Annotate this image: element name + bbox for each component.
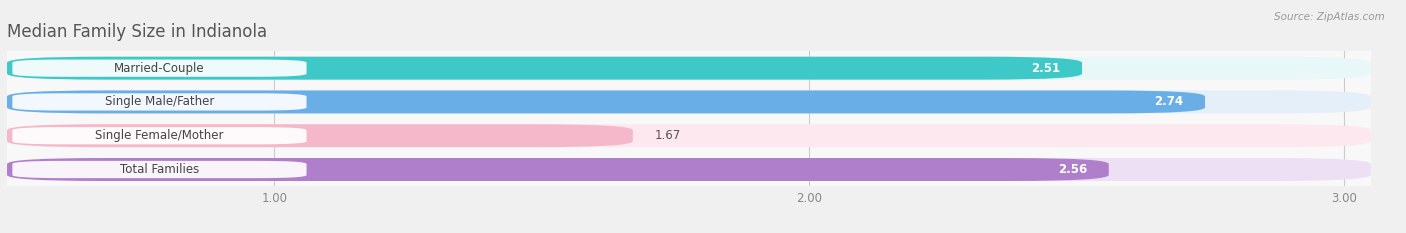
FancyBboxPatch shape: [13, 127, 307, 144]
Text: 2.56: 2.56: [1059, 163, 1087, 176]
FancyBboxPatch shape: [7, 90, 1371, 113]
Text: Median Family Size in Indianola: Median Family Size in Indianola: [7, 23, 267, 41]
FancyBboxPatch shape: [7, 158, 1109, 181]
Text: Total Families: Total Families: [120, 163, 200, 176]
Text: 2.51: 2.51: [1032, 62, 1060, 75]
Text: 1.67: 1.67: [654, 129, 681, 142]
FancyBboxPatch shape: [13, 60, 307, 77]
FancyBboxPatch shape: [7, 57, 1371, 80]
Text: Single Female/Mother: Single Female/Mother: [96, 129, 224, 142]
FancyBboxPatch shape: [7, 90, 1205, 113]
FancyBboxPatch shape: [7, 124, 1371, 147]
FancyBboxPatch shape: [13, 93, 307, 110]
FancyBboxPatch shape: [13, 161, 307, 178]
FancyBboxPatch shape: [7, 124, 633, 147]
Text: Source: ZipAtlas.com: Source: ZipAtlas.com: [1274, 12, 1385, 22]
Text: 2.74: 2.74: [1154, 96, 1184, 108]
FancyBboxPatch shape: [7, 158, 1371, 181]
Text: Single Male/Father: Single Male/Father: [105, 96, 214, 108]
FancyBboxPatch shape: [7, 57, 1083, 80]
Text: Married-Couple: Married-Couple: [114, 62, 205, 75]
